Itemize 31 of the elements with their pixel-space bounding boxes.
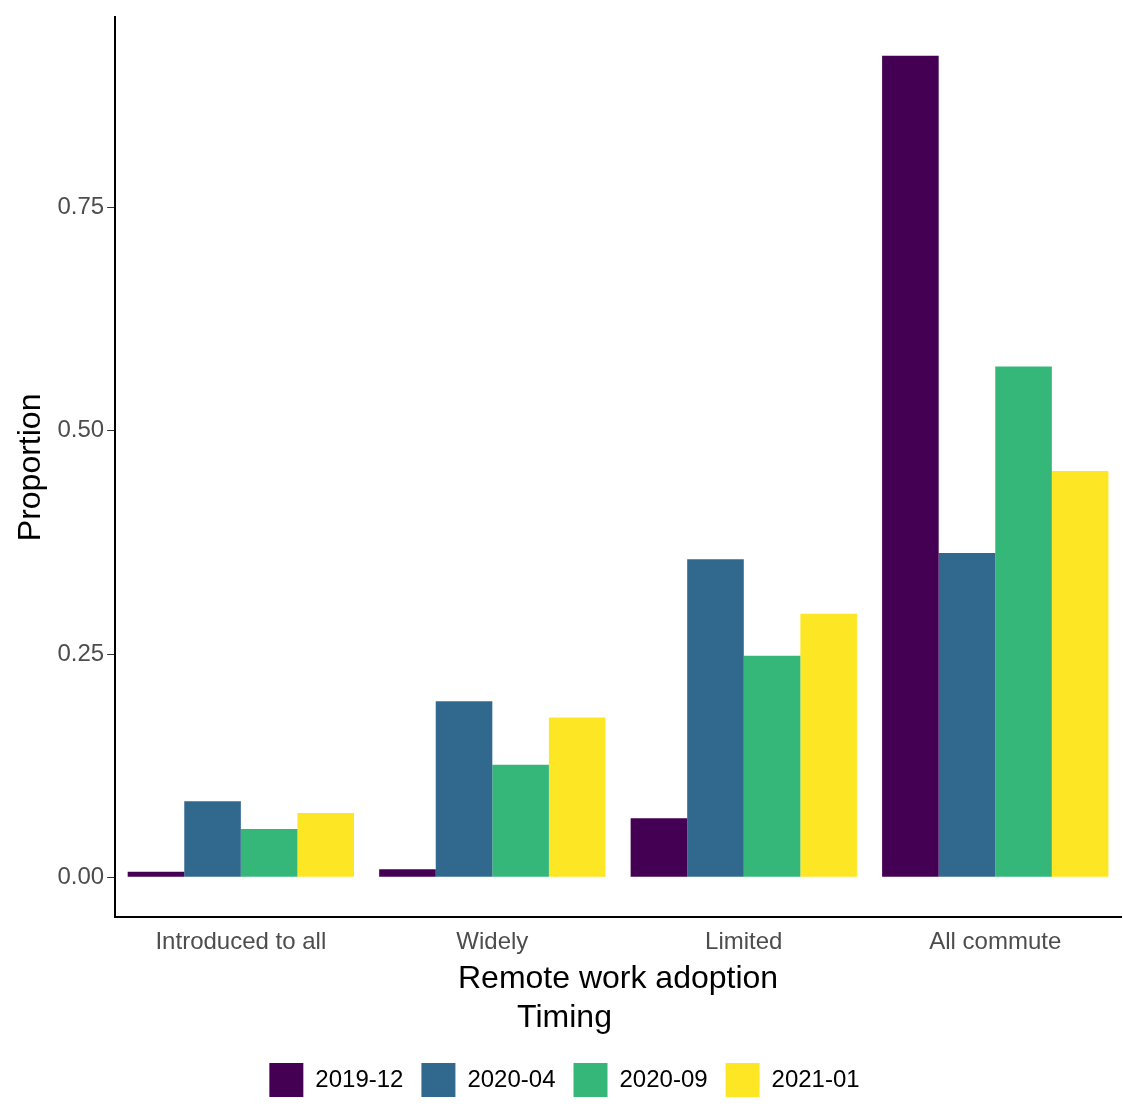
y-axis-title: Proportion bbox=[11, 393, 48, 542]
legend-label: 2019-12 bbox=[315, 1064, 404, 1092]
bar bbox=[938, 553, 996, 877]
x-tick-label: Limited bbox=[705, 927, 783, 955]
legend-title: Timing bbox=[517, 998, 612, 1035]
bar bbox=[687, 559, 744, 877]
bar bbox=[882, 55, 939, 877]
legend-label: 2020-09 bbox=[619, 1064, 708, 1092]
y-tick-label: 0.00 bbox=[57, 861, 105, 889]
bar bbox=[743, 655, 801, 877]
bar bbox=[240, 829, 298, 877]
legend-label: 2020-04 bbox=[467, 1064, 556, 1092]
y-tick-label: 0.75 bbox=[57, 192, 105, 220]
y-tick-label: 0.25 bbox=[57, 638, 105, 666]
bar bbox=[435, 701, 493, 877]
bar bbox=[1051, 470, 1109, 877]
bar bbox=[630, 818, 688, 877]
x-axis-title: Remote work adoption bbox=[457, 959, 779, 996]
bar bbox=[184, 801, 241, 877]
bar bbox=[492, 764, 549, 877]
bar bbox=[297, 812, 355, 877]
bar bbox=[127, 871, 185, 877]
x-tick-label: Introduced to all bbox=[155, 927, 327, 955]
y-tick-label: 0.50 bbox=[57, 415, 105, 443]
x-tick-label: Widely bbox=[456, 927, 529, 955]
bar bbox=[995, 366, 1052, 877]
bar bbox=[800, 613, 857, 877]
bar bbox=[379, 869, 436, 877]
bar bbox=[548, 717, 606, 877]
x-tick-label: All commute bbox=[929, 927, 1062, 955]
legend-label: 2021-01 bbox=[771, 1064, 860, 1092]
